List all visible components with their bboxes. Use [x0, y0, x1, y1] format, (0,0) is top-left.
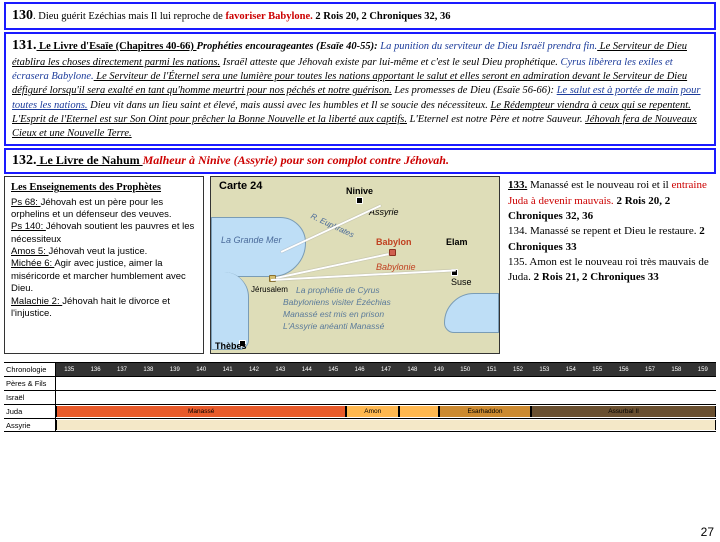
col-right: 133. Manassé est le nouveau roi et il en…	[506, 176, 716, 354]
label-ninive: Ninive	[346, 186, 373, 196]
t131-3: Israël atteste que Jéhovah existe par lu…	[220, 57, 560, 68]
timeline: Chronologie 1351361371381391401411421431…	[4, 362, 716, 432]
label-babylonie: Babylonie	[376, 262, 416, 272]
tl-track-4	[56, 419, 716, 431]
p1a: Ps 68:	[11, 197, 41, 208]
t132-1: Le Livre de Nahum	[37, 153, 143, 167]
label-suse: Suse	[451, 277, 472, 287]
r135: 2 Rois 21, 2 Chroniques 33	[534, 271, 659, 283]
text-130b: favoriser Babylone.	[225, 11, 312, 22]
cap3: Manassé est mis en prison	[283, 309, 384, 319]
n133: 133.	[508, 179, 527, 191]
t133a: Manassé est le nouveau roi et il	[527, 179, 671, 191]
prophets-hdr: Les Enseignements des Prophètes	[11, 181, 197, 195]
t131-1a: Le Livre d'Esaïe (Chapitres 40-66)	[37, 41, 197, 52]
label-elam: Elam	[446, 237, 468, 247]
p2a: Ps 140:	[11, 221, 46, 232]
tl-lbl-1: Pères & Fils	[4, 377, 56, 390]
label-babylon: Babylon	[376, 237, 412, 247]
dot-babylon	[389, 249, 396, 256]
tl-header-track: 1351361371381391401411421431441451461471…	[56, 363, 716, 376]
cap1: La prophétie de Cyrus	[296, 285, 380, 295]
tl-track-2	[56, 391, 716, 404]
label-mer: La Grande Mer	[221, 235, 282, 245]
tl-row-assyrie: Assyrie	[4, 418, 716, 432]
dot-ninive	[356, 197, 363, 204]
tl-lbl-0: Chronologie	[4, 363, 56, 376]
tl-track-3: ManasséAmonEsarhaddonAssurbal II	[56, 405, 716, 418]
p5a: Malachie 2:	[11, 296, 62, 307]
tl-row-peres: Pères & Fils	[4, 376, 716, 390]
p4a: Michée 6:	[11, 258, 54, 269]
tl-lbl-3: Juda	[4, 405, 56, 418]
section-132: 132. Le Livre de Nahum Malheur à Ninive …	[4, 148, 716, 174]
num-130: 130	[12, 8, 33, 23]
t134: 134. Manassé se repent et Dieu le restau…	[508, 225, 699, 237]
ref-130: 2 Rois 20, 2 Chroniques 32, 36	[313, 11, 451, 22]
tl-row-juda: Juda ManasséAmonEsarhaddonAssurbal II	[4, 404, 716, 418]
tl-row-israel: Israël	[4, 390, 716, 404]
t131-6: Les promesses de Dieu (Esaïe 56-66):	[392, 85, 557, 96]
tl-track-1	[56, 377, 716, 390]
label-thebes: Thèbes	[215, 341, 247, 351]
t131-8: Dieu vit dans un lieu saint et élevé, ma…	[88, 100, 491, 111]
p3b: Jéhovah veut la justice.	[49, 246, 148, 257]
t131-1c: La punition du serviteur de Dieu Israël …	[380, 41, 597, 52]
sea-south	[211, 272, 249, 350]
label-jerusalem: Jérusalem	[251, 285, 288, 294]
tl-lbl-2: Israël	[4, 391, 56, 404]
tl-lbl-4: Assyrie	[4, 419, 56, 431]
section-131: 131. Le Livre d'Esaïe (Chapitres 40-66) …	[4, 32, 716, 146]
three-columns: Les Enseignements des Prophètes Ps 68: J…	[0, 176, 720, 354]
sea-gulf	[444, 293, 499, 333]
text-130a: . Dieu guérit Ezéchias mais Il lui repro…	[33, 11, 225, 22]
num-131: 131.	[12, 38, 37, 53]
tl-row-chrono: Chronologie 1351361371381391401411421431…	[4, 362, 716, 376]
t132-2: Malheur à Ninive (Assyrie) pour son comp…	[143, 153, 449, 167]
col-prophets: Les Enseignements des Prophètes Ps 68: J…	[4, 176, 204, 354]
cap2: Babyloniens visiter Ézéchias	[283, 297, 391, 307]
t131-1b: Prophéties encourageantes (Esaïe 40-55):	[197, 41, 381, 52]
p3a: Amos 5:	[11, 246, 49, 257]
cap4: L'Assyrie anéanti Manassé	[283, 321, 384, 331]
page-number: 27	[701, 525, 714, 539]
section-130: 130. Dieu guérit Ezéchias mais Il lui re…	[4, 2, 716, 30]
num-132: 132.	[12, 153, 37, 168]
t131-10: L'Eternel est notre Père et notre Sauveu…	[407, 114, 585, 125]
map-title: Carte 24	[219, 180, 262, 192]
map-carte-24: Carte 24 La Grande Mer Ninive Assyrie Ba…	[210, 176, 500, 354]
